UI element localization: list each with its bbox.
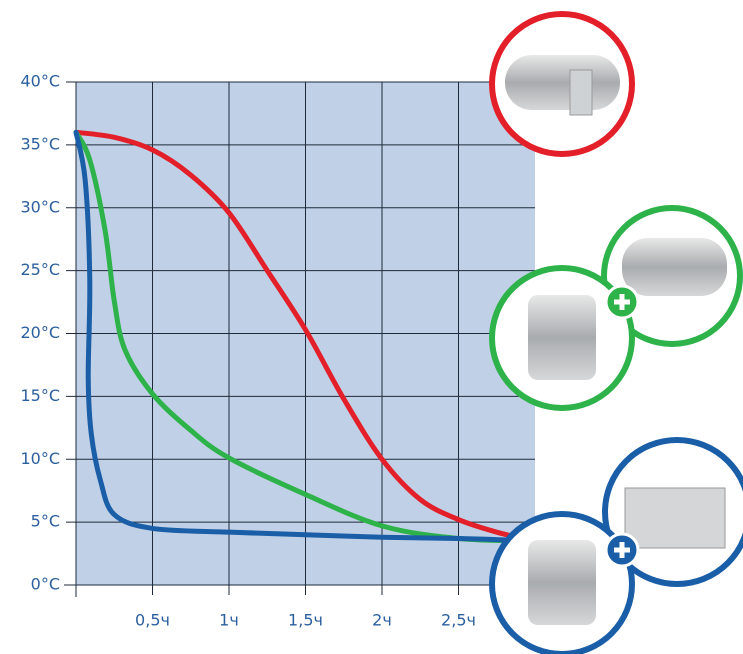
x-tick-label: 0,5ч (135, 611, 170, 630)
x-tick-label: 1ч (219, 611, 239, 630)
x-tick-label: 1,5ч (288, 611, 323, 630)
y-tick-label: 15°C (20, 386, 60, 405)
tank-red (492, 14, 632, 154)
plot-area: 0°C 5°C 10°C 15°C 20°C 25°C 30°C 35°C 40°C 0,5ч 1ч… (20, 72, 535, 630)
y-tick-label: 0°C (31, 575, 60, 594)
y-tick-label: 20°C (20, 323, 60, 342)
y-tick-label: 5°C (31, 512, 60, 531)
y-tick-label: 10°C (20, 449, 60, 468)
chart: 0°C 5°C 10°C 15°C 20°C 25°C 30°C 35°C 40°C 0,5ч 1ч… (0, 0, 743, 654)
x-tick-label: 2,5ч (441, 611, 476, 630)
y-tick-label: 40°C (20, 72, 60, 91)
x-tick-label: 2ч (372, 611, 392, 630)
y-tick-label: 35°C (20, 134, 60, 153)
product-images (492, 14, 743, 654)
y-tick-label: 30°C (20, 197, 60, 216)
y-tick-label: 25°C (20, 260, 60, 279)
